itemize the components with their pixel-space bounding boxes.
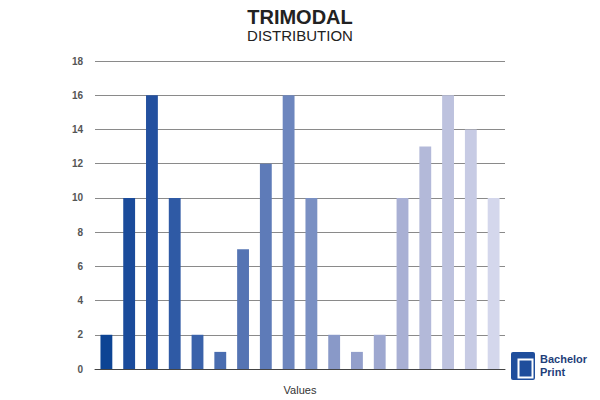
svg-text:4: 4 <box>77 295 83 306</box>
svg-text:14: 14 <box>72 124 84 135</box>
svg-text:6: 6 <box>77 261 83 272</box>
svg-text:18: 18 <box>72 56 84 67</box>
svg-text:DISTRIBUTION: DISTRIBUTION <box>247 27 353 44</box>
svg-text:12: 12 <box>72 158 84 169</box>
svg-text:Bachelor: Bachelor <box>540 353 588 365</box>
svg-text:10: 10 <box>72 192 84 203</box>
svg-text:0: 0 <box>77 364 83 375</box>
svg-text:16: 16 <box>72 90 84 101</box>
svg-text:8: 8 <box>77 227 83 238</box>
svg-text:TRIMODAL: TRIMODAL <box>247 6 353 28</box>
svg-text:Print: Print <box>540 366 565 378</box>
svg-text:2: 2 <box>77 329 83 340</box>
svg-text:Values: Values <box>284 384 317 396</box>
